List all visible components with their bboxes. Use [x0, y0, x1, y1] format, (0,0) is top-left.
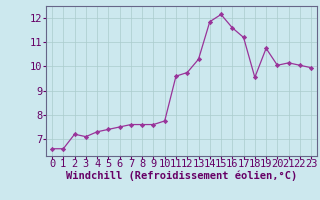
- X-axis label: Windchill (Refroidissement éolien,°C): Windchill (Refroidissement éolien,°C): [66, 171, 297, 181]
